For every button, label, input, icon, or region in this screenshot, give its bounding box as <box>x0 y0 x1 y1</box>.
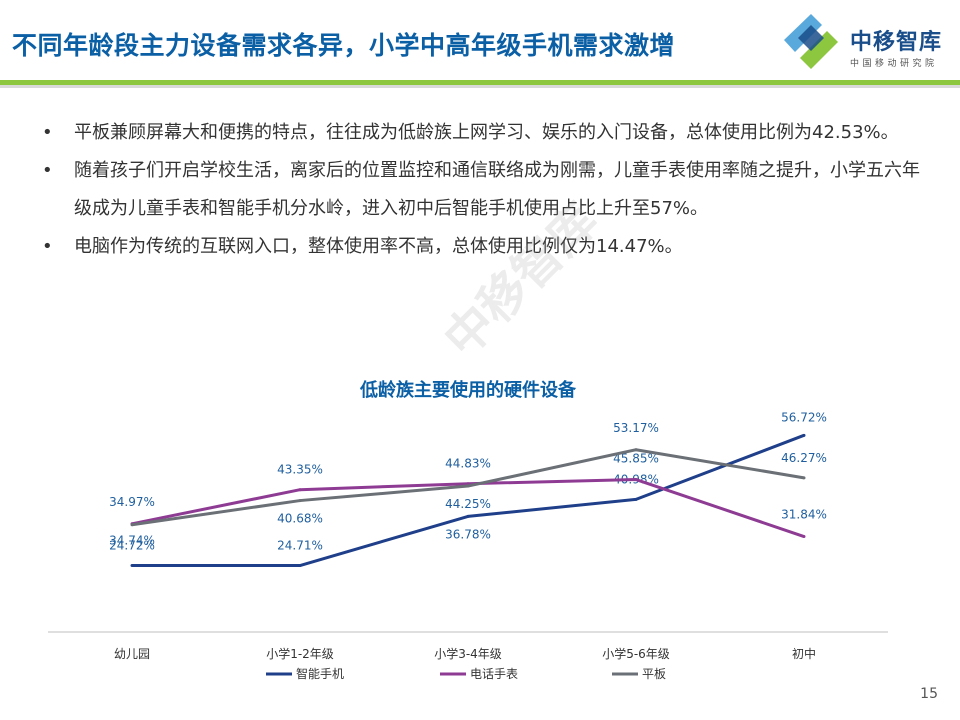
legend-label: 智能手机 <box>296 666 344 681</box>
bullet-text: 平板兼顾屏幕大和便携的特点，往往成为低龄族上网学习、娱乐的入门设备，总体使用比例… <box>74 122 899 143</box>
logo-name: 中移智库 <box>850 30 943 55</box>
data-label: 53.17% <box>613 421 659 435</box>
bullet-item: • 平板兼顾屏幕大和便携的特点，往往成为低龄族上网学习、娱乐的入门设备，总体使用比… <box>40 114 920 152</box>
data-point <box>802 433 806 437</box>
bullet-dot-icon: • <box>42 236 53 257</box>
x-tick-label: 初中 <box>792 646 816 661</box>
bullet-text: 电脑作为传统的互联网入口，整体使用率不高，总体使用比例仅为14.47%。 <box>74 236 683 257</box>
legend-label: 电话手表 <box>470 667 518 681</box>
header-rule-grey <box>0 85 960 88</box>
data-label: 40.68% <box>277 512 323 526</box>
data-point <box>466 514 470 518</box>
data-point <box>130 563 134 567</box>
data-point <box>802 476 806 480</box>
x-tick-label: 小学1-2年级 <box>266 646 334 661</box>
slide-header: 不同年龄段主力设备需求各异，小学中高年级手机需求激增 中移智库 中国移动研究院 <box>0 0 960 80</box>
data-point <box>634 478 638 482</box>
chart-plot: 幼儿园 小学1-2年级 小学3-4年级 小学5-6年级 初中 24.72% 24.71% 36… <box>48 410 888 681</box>
data-label: 24.72% <box>109 538 155 552</box>
chart-title: 低龄族主要使用的硬件设备 <box>360 380 576 401</box>
data-point <box>802 535 806 539</box>
bullet-dot-icon: • <box>42 122 53 143</box>
data-label: 24.71% <box>277 539 323 553</box>
data-label: 43.35% <box>277 463 323 477</box>
data-point <box>634 448 638 452</box>
logo-subtitle: 中国移动研究院 <box>850 59 938 69</box>
data-point <box>298 564 302 568</box>
data-label: 36.78% <box>445 527 491 541</box>
bullet-text: 随着孩子们开启学校生活，离家后的位置监控和通信联络成为刚需，儿童手表使用率随之提… <box>74 160 920 219</box>
page-title: 不同年龄段主力设备需求各异，小学中高年级手机需求激增 <box>12 31 676 60</box>
x-tick-label: 小学5-6年级 <box>602 646 670 661</box>
data-point <box>466 484 470 488</box>
bullet-list: • 平板兼顾屏幕大和便携的特点，往往成为低龄族上网学习、娱乐的入门设备，总体使用比… <box>40 114 920 266</box>
data-point <box>634 497 638 501</box>
line-chart: 低龄族主要使用的硬件设备 幼儿园 小学1-2年级 小学3-4年级 小学5-6年级 初中 2… <box>0 360 960 690</box>
data-label: 45.85% <box>613 452 659 466</box>
x-tick-label: 小学3-4年级 <box>434 646 502 661</box>
data-label: 46.27% <box>781 451 827 465</box>
x-tick-label: 幼儿园 <box>114 647 150 661</box>
bullet-dot-icon: • <box>42 160 53 181</box>
page-number: 15 <box>920 686 938 702</box>
data-label: 44.83% <box>445 457 491 471</box>
bullet-item: • 随着孩子们开启学校生活，离家后的位置监控和通信联络成为刚需，儿童手表使用率随之… <box>40 152 920 228</box>
data-point <box>298 488 302 492</box>
data-point <box>298 499 302 503</box>
logo-mark-icon <box>784 14 838 69</box>
data-label: 56.72% <box>781 410 827 424</box>
data-label: 31.84% <box>781 508 827 522</box>
bullet-item: • 电脑作为传统的互联网入口，整体使用率不高，总体使用比例仅为14.47%。 <box>40 228 920 266</box>
header-rule-green <box>0 80 960 85</box>
data-label: 44.25% <box>445 497 491 511</box>
data-label: 34.97% <box>109 495 155 509</box>
data-label: 34.74% <box>109 534 155 548</box>
brand-logo: 中移智库 中国移动研究院 <box>778 6 958 76</box>
data-point <box>130 523 134 527</box>
legend-label: 平板 <box>642 667 666 681</box>
